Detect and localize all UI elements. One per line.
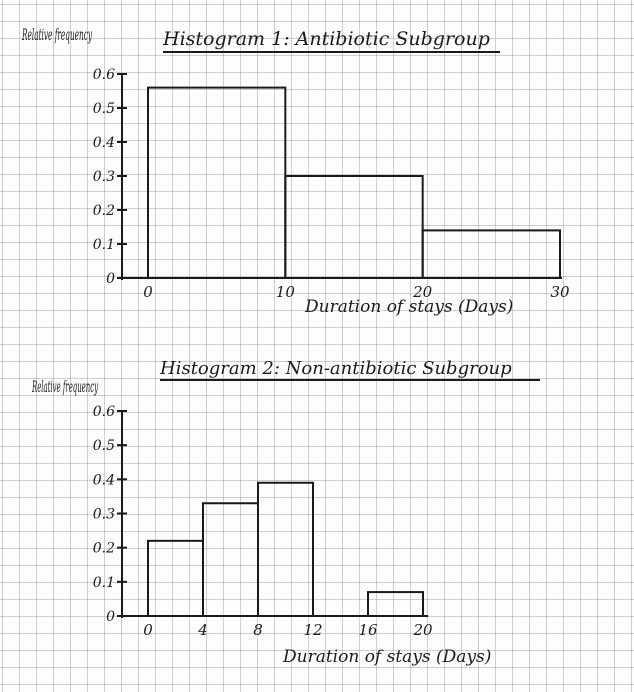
chart1-bar <box>421 229 561 279</box>
chart2-x-tick-label: 12 <box>303 621 322 639</box>
chart2-bars <box>147 481 424 617</box>
chart1-bar <box>147 86 287 279</box>
chart1-xlabel: Duration of stays (Days) <box>304 297 513 317</box>
chart1-x-tick-label: 30 <box>550 283 570 301</box>
chart2-y-tick-label: 0.5 <box>93 438 115 454</box>
chart2-x-tick-label: 16 <box>358 621 378 639</box>
chart2-y-tick-label: 0.1 <box>93 575 115 591</box>
chart2-x-tick-label: 20 <box>412 621 433 639</box>
chart2-ylabel: Relative frequency <box>32 377 99 396</box>
chart1-bar <box>284 175 424 279</box>
chart2-y-tick-label: 0 <box>106 609 115 625</box>
chart1-y-tick-label: 0.4 <box>93 135 115 151</box>
chart1-y-ticks: 0 0.1 0.2 0.3 0.4 0.5 0.6 <box>93 67 127 287</box>
chart1-x-tick-label: 10 <box>276 283 296 301</box>
chart2-bar <box>257 481 314 617</box>
chart1-x-tick-label: 20 <box>412 283 433 301</box>
chart2-title: Histogram 2: Non-antibiotic Subgroup <box>159 358 512 379</box>
chart1-y-tick-label: 0.3 <box>93 169 115 185</box>
chart2-y-tick-label: 0.6 <box>93 404 115 420</box>
chart2-bar <box>367 591 424 617</box>
chart2-x-ticks: 0 4 8 12 16 20 <box>143 621 433 639</box>
chart1-bars <box>147 86 561 279</box>
chart2-xlabel: Duration of stays (Days) <box>282 647 491 667</box>
chart1-x-ticks: 0 10 20 30 <box>143 283 570 301</box>
chart1-y-tick-label: 0.6 <box>93 67 115 83</box>
histogram-2: Histogram 2: Non-antibiotic Subgroup Rel… <box>32 358 540 667</box>
chart1-y-tick-label: 0.1 <box>93 237 115 253</box>
chart2-y-tick-label: 0.3 <box>93 507 115 523</box>
chart2-x-tick-label: 8 <box>253 621 263 639</box>
chart1-y-tick-label: 0.2 <box>93 203 115 219</box>
chart1-y-tick-label: 0 <box>106 271 115 287</box>
chart2-y-tick-label: 0.2 <box>93 541 115 557</box>
chart2-x-tick-label: 4 <box>197 621 208 639</box>
chart1-x-tick-label: 0 <box>143 283 153 301</box>
chart2-y-tick-label: 0.4 <box>93 472 115 488</box>
chart2-bar <box>202 502 259 617</box>
chart2-x-tick-label: 0 <box>143 621 153 639</box>
chart2-bar <box>147 539 204 617</box>
chart1-y-tick-label: 0.5 <box>93 101 115 117</box>
chart1-title: Histogram 1: Antibiotic Subgroup <box>162 28 490 50</box>
histogram-1: Histogram 1: Antibiotic Subgroup Relativ… <box>22 25 570 317</box>
chart1-ylabel: Relative frequency <box>22 25 93 44</box>
chart2-y-ticks: 0 0.1 0.2 0.3 0.4 0.5 0.6 <box>93 404 127 625</box>
